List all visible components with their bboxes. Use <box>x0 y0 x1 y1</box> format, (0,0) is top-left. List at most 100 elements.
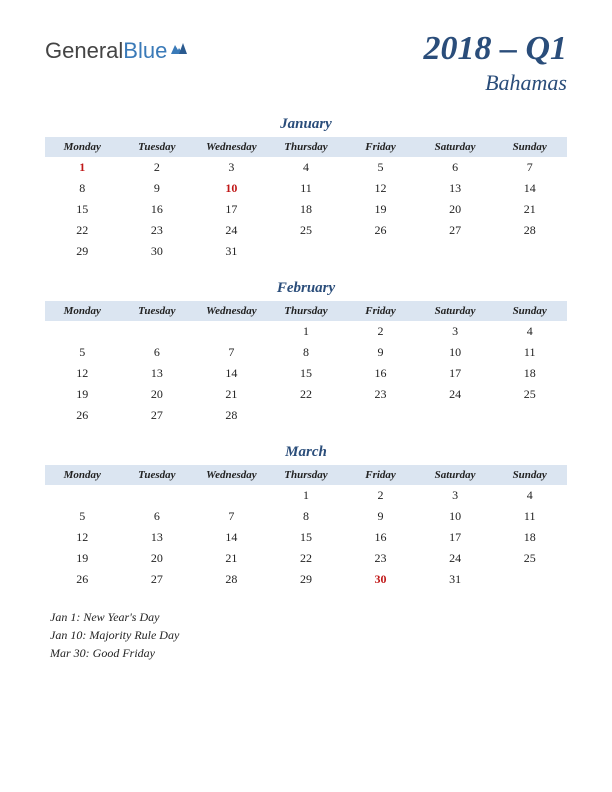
calendar-day: 28 <box>194 405 269 426</box>
day-header: Thursday <box>269 465 344 485</box>
calendar-row: 1234 <box>45 321 567 342</box>
calendar-day: 7 <box>492 157 567 178</box>
calendar-day: 7 <box>194 342 269 363</box>
logo-text-blue: Blue <box>123 38 167 64</box>
calendar-day: 4 <box>492 321 567 342</box>
calendar-day: 1 <box>45 157 120 178</box>
calendar-day: 18 <box>492 363 567 384</box>
calendar-day: 15 <box>45 199 120 220</box>
calendar-day: 18 <box>269 199 344 220</box>
day-header: Wednesday <box>194 301 269 321</box>
day-header: Tuesday <box>120 465 195 485</box>
calendar-day: 23 <box>120 220 195 241</box>
calendar-day <box>492 241 567 262</box>
calendar-day: 10 <box>418 342 493 363</box>
calendar-day: 14 <box>194 363 269 384</box>
calendar-day: 14 <box>194 527 269 548</box>
logo-pages-icon <box>169 38 189 64</box>
month-block: MarchMondayTuesdayWednesdayThursdayFrida… <box>45 444 567 590</box>
calendar-day: 28 <box>492 220 567 241</box>
calendar-day: 17 <box>418 363 493 384</box>
calendar-day: 19 <box>343 199 418 220</box>
calendar-day: 6 <box>120 506 195 527</box>
calendar-day <box>194 485 269 506</box>
calendar-day <box>418 405 493 426</box>
day-header: Sunday <box>492 301 567 321</box>
calendar-day: 26 <box>45 569 120 590</box>
calendar-day <box>343 405 418 426</box>
day-header: Saturday <box>418 137 493 157</box>
calendar-day: 20 <box>120 384 195 405</box>
calendar-row: 262728293031 <box>45 569 567 590</box>
calendar-day <box>194 321 269 342</box>
calendar-day: 21 <box>194 548 269 569</box>
calendar-day: 22 <box>269 548 344 569</box>
calendar-day: 5 <box>343 157 418 178</box>
day-header: Friday <box>343 301 418 321</box>
calendar-day <box>492 569 567 590</box>
calendar-day: 16 <box>343 363 418 384</box>
calendar-day: 4 <box>269 157 344 178</box>
calendar-day: 27 <box>120 405 195 426</box>
calendar-day: 3 <box>418 321 493 342</box>
day-header: Monday <box>45 137 120 157</box>
calendar-day <box>492 405 567 426</box>
calendar-day <box>45 321 120 342</box>
calendar-day: 4 <box>492 485 567 506</box>
month-name: February <box>45 280 567 297</box>
calendar-day: 9 <box>343 506 418 527</box>
calendar-day: 16 <box>120 199 195 220</box>
day-header: Monday <box>45 465 120 485</box>
day-header: Tuesday <box>120 301 195 321</box>
day-header: Wednesday <box>194 465 269 485</box>
calendar-day <box>45 485 120 506</box>
calendar-day: 19 <box>45 384 120 405</box>
title-block: 2018 – Q1 Bahamas <box>423 30 567 96</box>
calendar-day <box>120 321 195 342</box>
calendar-day: 27 <box>120 569 195 590</box>
calendar-day: 21 <box>492 199 567 220</box>
calendar-row: 22232425262728 <box>45 220 567 241</box>
day-header: Sunday <box>492 137 567 157</box>
calendar-row: 1234 <box>45 485 567 506</box>
calendar-day <box>343 241 418 262</box>
calendar-table: MondayTuesdayWednesdayThursdayFridaySatu… <box>45 465 567 590</box>
calendar-day: 5 <box>45 506 120 527</box>
calendar-table: MondayTuesdayWednesdayThursdayFridaySatu… <box>45 137 567 262</box>
calendar-day: 12 <box>343 178 418 199</box>
calendar-day <box>269 241 344 262</box>
calendar-day: 31 <box>194 241 269 262</box>
calendar-day: 30 <box>343 569 418 590</box>
calendar-day: 9 <box>343 342 418 363</box>
calendar-day: 3 <box>194 157 269 178</box>
calendar-day: 17 <box>418 527 493 548</box>
calendar-day: 15 <box>269 527 344 548</box>
calendar-day: 8 <box>269 506 344 527</box>
calendar-day: 23 <box>343 384 418 405</box>
holiday-entry: Mar 30: Good Friday <box>50 644 567 662</box>
calendar-day: 14 <box>492 178 567 199</box>
calendar-day: 18 <box>492 527 567 548</box>
calendar-day: 22 <box>45 220 120 241</box>
calendar-row: 12131415161718 <box>45 363 567 384</box>
day-header: Thursday <box>269 301 344 321</box>
calendar-day: 26 <box>343 220 418 241</box>
calendar-day: 30 <box>120 241 195 262</box>
calendar-day: 13 <box>120 363 195 384</box>
calendar-day: 29 <box>45 241 120 262</box>
calendar-day: 13 <box>120 527 195 548</box>
calendar-day: 1 <box>269 321 344 342</box>
calendar-day: 22 <box>269 384 344 405</box>
calendar-day: 6 <box>120 342 195 363</box>
calendar-row: 262728 <box>45 405 567 426</box>
calendar-day: 11 <box>492 342 567 363</box>
calendar-day: 13 <box>418 178 493 199</box>
calendar-table: MondayTuesdayWednesdayThursdayFridaySatu… <box>45 301 567 426</box>
holidays-list: Jan 1: New Year's DayJan 10: Majority Ru… <box>45 608 567 662</box>
day-header: Tuesday <box>120 137 195 157</box>
calendar-day: 31 <box>418 569 493 590</box>
logo: GeneralBlue <box>45 38 189 64</box>
day-header: Saturday <box>418 465 493 485</box>
calendar-day: 29 <box>269 569 344 590</box>
calendar-day: 8 <box>269 342 344 363</box>
